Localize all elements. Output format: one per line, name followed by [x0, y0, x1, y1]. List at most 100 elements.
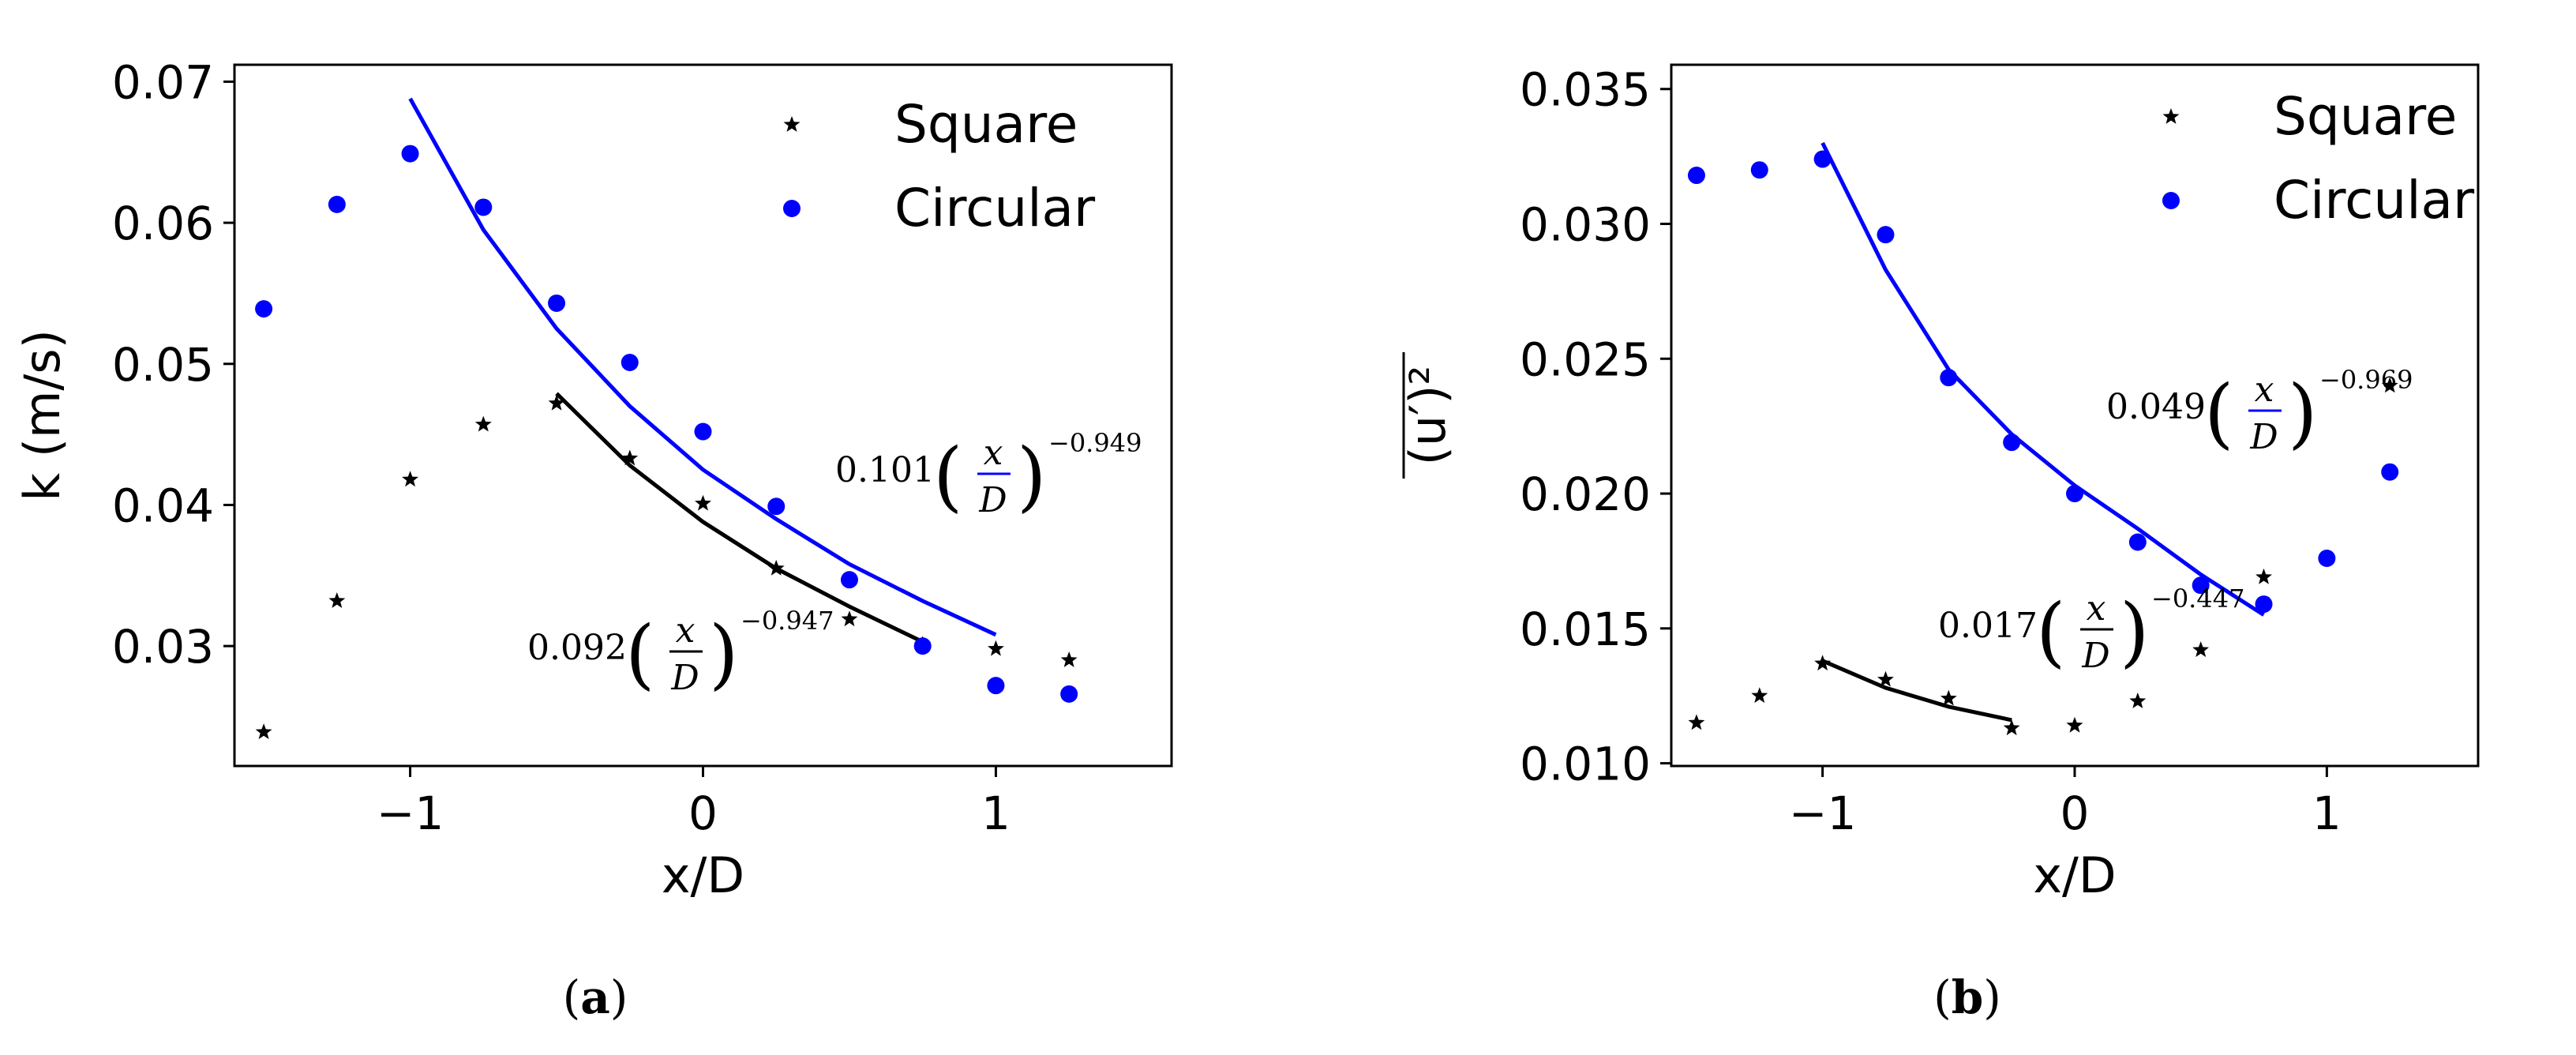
y-tick-label: 0.035 — [1520, 63, 1651, 117]
legend: Square Circular — [783, 94, 1096, 238]
data-point-circular — [621, 353, 639, 371]
right-paren: ) — [2288, 369, 2317, 457]
fraction-denominator: D — [2081, 636, 2109, 676]
data-point-square — [2066, 716, 2083, 733]
data-point-circular — [1940, 369, 1958, 387]
fit-coefficient: 0.101 — [835, 450, 935, 490]
data-point-circular — [401, 145, 419, 163]
x-tick-label: 1 — [2312, 787, 2342, 840]
fraction-numerator: x — [2255, 370, 2274, 410]
y-tick-label: 0.05 — [112, 338, 214, 392]
data-point-circular — [694, 422, 712, 441]
chart-panel-a: −1 0 1 0.03 0.04 0.05 0.06 0.07 x/D k (m/s) Square… — [13, 55, 1173, 1024]
left-paren: ( — [2036, 588, 2065, 676]
data-point-square — [548, 394, 565, 411]
data-point-circular — [840, 571, 858, 589]
data-point-square — [2003, 719, 2020, 736]
data-point-square — [255, 723, 272, 739]
y-tick-label: 0.07 — [112, 55, 214, 109]
x-axis-label: x/D — [2033, 847, 2116, 904]
x-tick-label: 0 — [688, 787, 718, 840]
fraction-numerator: x — [984, 433, 1003, 473]
left-paren: ( — [2204, 369, 2233, 457]
y-tick-label: 0.015 — [1520, 603, 1651, 656]
data-point-square — [1814, 655, 1832, 671]
fit-equation: 0.092(xD) −0.947 — [527, 606, 834, 698]
data-point-circular — [255, 300, 273, 318]
data-point-square — [767, 559, 785, 576]
panel-label: (a) — [563, 971, 628, 1024]
legend: Square Circular — [2162, 86, 2475, 231]
data-point-circular — [1687, 167, 1705, 185]
fraction-denominator: D — [2249, 417, 2278, 457]
legend-label-circular: Circular — [894, 178, 1096, 238]
chart-panel-b: −1 0 1 0.010 0.015 0.020 0.025 0.030 0.035 x/D (u′… — [1399, 63, 2480, 1024]
y-axis-label: k (m/s) — [13, 329, 71, 501]
fit-exponent: −0.447 — [2151, 584, 2244, 614]
fit-equation: 0.049(xD) −0.969 — [2106, 365, 2413, 457]
data-point-circular — [2003, 434, 2021, 452]
fit-coefficient: 0.092 — [527, 628, 627, 668]
fit-line-square — [1821, 659, 2012, 723]
data-point-square — [2192, 641, 2210, 657]
data-point-circular — [548, 294, 566, 312]
y-tick-label: 0.06 — [112, 197, 214, 250]
data-point-circular — [913, 637, 932, 655]
data-point-square — [1877, 670, 1894, 687]
legend-label-circular: Circular — [2274, 170, 2475, 231]
data-point-square — [402, 471, 418, 487]
fit-line-circular — [408, 97, 997, 637]
panel-label: (b) — [1933, 971, 2001, 1024]
data-point-square — [2129, 693, 2147, 708]
data-point-circular — [987, 677, 1005, 695]
data-point-square — [988, 640, 1004, 656]
x-tick-label: −1 — [377, 787, 444, 840]
x-axis-label: x/D — [662, 847, 744, 904]
data-point-circular — [328, 195, 346, 213]
data-point-square — [1751, 687, 1768, 704]
data-point-circular — [2192, 576, 2210, 595]
legend-marker-square — [783, 116, 801, 132]
x-tick-label: −1 — [1789, 787, 1857, 840]
plot-frame — [233, 63, 1173, 768]
data-point-square — [1688, 714, 1705, 730]
right-paren: ) — [1017, 432, 1046, 520]
legend-marker-square — [2162, 108, 2180, 124]
legend-label-square: Square — [2274, 86, 2457, 147]
x-tick-label: 1 — [981, 787, 1011, 840]
legend-label-square: Square — [894, 94, 1078, 155]
data-point-circular — [2128, 533, 2147, 551]
left-paren: ( — [933, 432, 962, 520]
y-axis-label: (u′)² — [1399, 366, 1457, 466]
fraction-denominator: D — [978, 480, 1007, 520]
fit-coefficient: 0.017 — [1938, 606, 2038, 646]
left-paren: ( — [625, 610, 654, 698]
data-point-circular — [767, 497, 786, 516]
y-tick-label: 0.020 — [1520, 467, 1651, 521]
fit-line-circular — [1820, 141, 2265, 617]
y-tick-label: 0.025 — [1520, 332, 1651, 386]
data-point-circular — [1750, 161, 1768, 179]
y-tick-label: 0.010 — [1520, 738, 1651, 791]
data-point-square — [2381, 377, 2398, 393]
fit-exponent: −0.947 — [741, 606, 834, 636]
fraction-denominator: D — [670, 658, 699, 698]
x-tick-label: 0 — [2060, 787, 2090, 840]
data-point-circular — [1877, 226, 1895, 244]
data-point-circular — [1813, 150, 1832, 168]
data-point-square — [2255, 568, 2272, 584]
data-point-circular — [2318, 550, 2336, 568]
data-point-square — [474, 415, 492, 432]
y-tick-label: 0.03 — [112, 620, 214, 674]
legend-marker-circular — [2162, 192, 2180, 209]
y-tick-label: 0.04 — [112, 479, 214, 532]
data-point-circular — [2381, 463, 2399, 481]
data-point-circular — [474, 198, 493, 216]
data-point-square — [841, 610, 858, 627]
data-point-square — [621, 449, 639, 466]
data-point-square — [1940, 689, 1957, 706]
fit-equation: 0.101(xD) −0.949 — [835, 428, 1142, 520]
fit-coefficient: 0.049 — [2106, 387, 2206, 427]
legend-marker-circular — [783, 200, 801, 217]
